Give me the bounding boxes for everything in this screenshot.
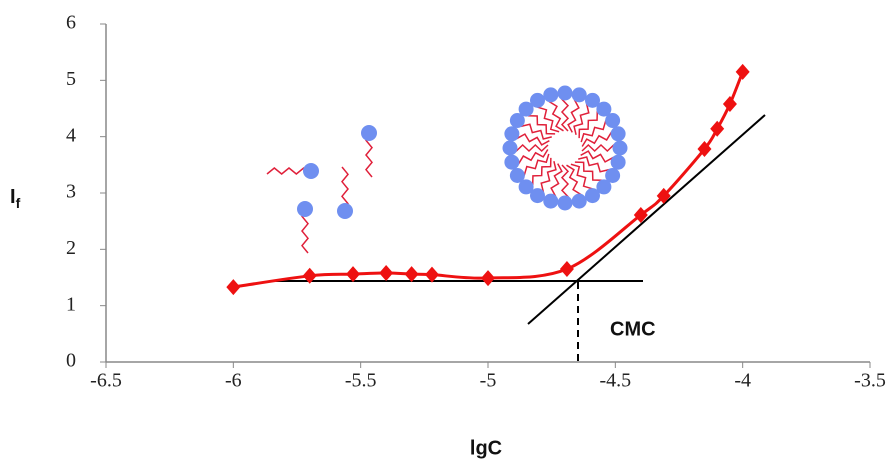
head	[509, 168, 525, 183]
x-tick-label: -4.5	[599, 370, 631, 392]
data-point	[226, 279, 241, 296]
data-point	[697, 141, 712, 158]
head	[303, 163, 319, 179]
y-axis-label-main: I	[10, 186, 16, 208]
head	[543, 87, 559, 103]
data-point	[722, 95, 737, 112]
data-point	[302, 267, 317, 284]
head	[610, 126, 626, 142]
head	[518, 101, 534, 117]
x-tick-label: -6.5	[90, 370, 122, 392]
head	[530, 188, 545, 204]
head	[596, 179, 612, 195]
head	[612, 140, 628, 156]
head	[337, 203, 353, 219]
illustration	[266, 85, 628, 254]
data-point	[633, 206, 648, 223]
data-point	[710, 120, 725, 137]
data-point	[404, 266, 419, 283]
x-tick-label: -5	[480, 370, 497, 392]
head	[585, 92, 600, 108]
head	[596, 101, 612, 117]
x-tick-label: -6	[225, 370, 242, 392]
head	[605, 168, 621, 183]
y-tick-label: 3	[66, 181, 76, 203]
head	[543, 193, 559, 209]
y-tick-label: 6	[66, 12, 76, 34]
head	[605, 113, 621, 128]
head	[610, 154, 626, 170]
x-tick-label: -5.5	[345, 370, 377, 392]
head	[518, 179, 534, 195]
head	[361, 125, 377, 141]
rising-tangent	[527, 114, 766, 325]
data-point	[559, 261, 574, 278]
y-tick-label: 0	[66, 350, 76, 372]
head	[557, 85, 573, 101]
data-point	[379, 264, 394, 281]
x-tick-label: -4	[734, 370, 751, 392]
head	[504, 126, 520, 142]
y-tick-label: 2	[66, 237, 76, 259]
head	[571, 193, 587, 209]
fit-curve	[233, 71, 745, 289]
y-tick-label: 5	[66, 68, 76, 90]
data-point	[424, 266, 439, 283]
head	[297, 201, 313, 217]
data-point	[656, 187, 671, 204]
y-axis-label: If	[10, 186, 21, 210]
head	[557, 195, 573, 211]
head	[585, 188, 600, 204]
y-tick-label: 1	[66, 293, 76, 315]
y-axis-label-sub: f	[16, 195, 21, 211]
head	[504, 154, 520, 170]
head	[502, 140, 518, 156]
y-tick-label: 4	[66, 124, 76, 146]
x-axis-label: lgC	[470, 437, 502, 459]
annotation: CMC	[610, 318, 656, 340]
head	[509, 113, 525, 128]
data-point	[735, 63, 750, 80]
x-tick-label: -3.5	[854, 370, 886, 392]
data-point	[346, 266, 361, 283]
head	[571, 87, 587, 103]
data-point	[481, 270, 495, 287]
head	[530, 92, 545, 108]
